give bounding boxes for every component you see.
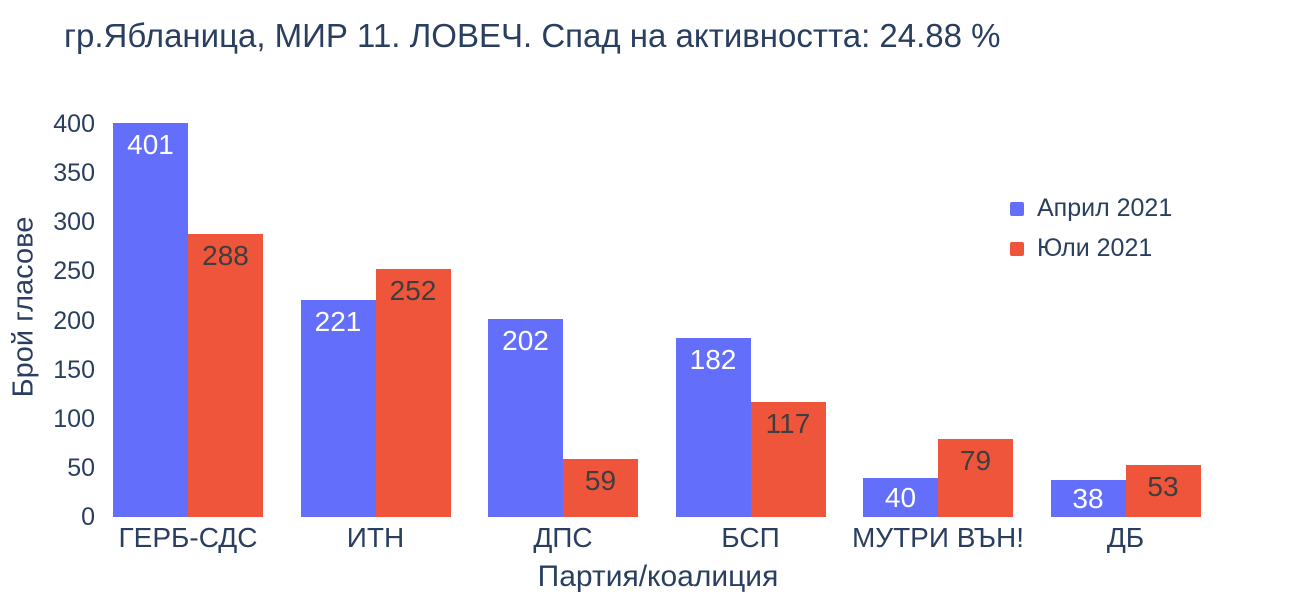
- bar-july-2021-ДПС: 59: [563, 459, 638, 517]
- bar-april-2021-ДПС: 202: [488, 319, 563, 517]
- bar-july-2021-ИТН: 252: [375, 269, 451, 517]
- bar-july-2021-ДБ: 53: [1125, 465, 1201, 517]
- bar-april-2021-ГЕРБ-СДС: 401: [113, 123, 188, 517]
- legend-label-july-2021: Юли 2021: [1037, 234, 1153, 262]
- bar-value-label: 202: [502, 325, 549, 356]
- y-tick-label-100: 100: [53, 404, 95, 433]
- bar-value-label: 221: [314, 306, 362, 337]
- y-tick-label-350: 350: [53, 159, 95, 188]
- bar-value-label: 401: [127, 129, 174, 160]
- category-label-ДПС: ДПС: [533, 522, 593, 553]
- category-label-МУТРИ ВЪН!: МУТРИ ВЪН!: [851, 522, 1025, 553]
- legend-swatch-april-2021-icon: [1010, 201, 1024, 216]
- legend-item-july-2021[interactable]: Юли 2021: [1010, 234, 1172, 263]
- bar-april-2021-ДБ: 38: [1050, 480, 1126, 517]
- category-label-ДБ: ДБ: [1106, 522, 1145, 553]
- bar-value-label: 40: [884, 482, 917, 513]
- bar-value-label: 182: [689, 344, 737, 375]
- bar-april-2021-ИТН: 221: [300, 300, 376, 517]
- bar-value-label: 79: [959, 445, 992, 476]
- bar-value-label: 288: [202, 240, 249, 271]
- bar-value-label: 59: [584, 465, 617, 496]
- bar-july-2021-БСП: 117: [750, 402, 826, 517]
- category-label-ИТН: ИТН: [346, 522, 405, 553]
- category-label-БСП: БСП: [721, 522, 780, 553]
- legend-item-april-2021[interactable]: Април 2021: [1010, 194, 1172, 223]
- bar-july-2021-МУТРИ ВЪН!: 79: [938, 439, 1013, 517]
- x-axis-title: Партия/коалиция: [537, 560, 779, 593]
- bar-value-label: 53: [1147, 471, 1179, 502]
- y-tick-label-0: 0: [81, 503, 95, 531]
- category-label-ГЕРБ-СДС: ГЕРБ-СДС: [118, 522, 258, 553]
- y-tick-label-300: 300: [53, 208, 95, 237]
- bar-july-2021-ГЕРБ-СДС: 288: [188, 234, 263, 517]
- y-tick-label-250: 250: [53, 257, 95, 286]
- y-tick-label-150: 150: [53, 355, 95, 384]
- chart-title: гр.Ябланица, МИР 11. ЛОВЕЧ. Спад на акти…: [64, 17, 1001, 54]
- bar-value-label: 38: [1072, 483, 1104, 514]
- y-tick-label-400: 400: [53, 110, 95, 138]
- legend: Април 2021 Юли 2021: [1010, 194, 1172, 263]
- bar-value-label: 252: [389, 275, 437, 306]
- bar-april-2021-МУТРИ ВЪН!: 40: [863, 478, 938, 517]
- y-tick-label-50: 50: [67, 453, 95, 482]
- bar-april-2021-БСП: 182: [675, 338, 751, 517]
- bar-value-label: 117: [765, 408, 811, 439]
- legend-swatch-july-2021-icon: [1010, 241, 1024, 256]
- legend-label-april-2021: Април 2021: [1037, 194, 1173, 222]
- y-tick-label-200: 200: [53, 306, 95, 335]
